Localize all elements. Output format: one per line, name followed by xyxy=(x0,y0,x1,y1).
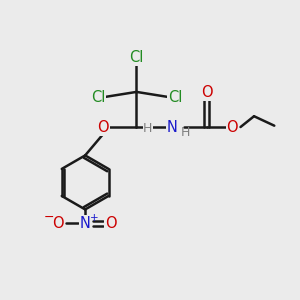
Text: N: N xyxy=(167,119,178,134)
Text: +: + xyxy=(89,213,98,223)
Text: Cl: Cl xyxy=(168,90,182,105)
Text: O: O xyxy=(226,119,238,134)
Text: O: O xyxy=(201,85,213,100)
Text: O: O xyxy=(97,119,109,134)
Text: −: − xyxy=(44,211,54,224)
Text: H: H xyxy=(143,122,152,135)
Text: N: N xyxy=(80,216,91,231)
Text: Cl: Cl xyxy=(129,50,144,65)
Text: H: H xyxy=(180,127,190,140)
Text: O: O xyxy=(105,216,117,231)
Text: Cl: Cl xyxy=(91,90,105,105)
Text: O: O xyxy=(52,216,64,231)
